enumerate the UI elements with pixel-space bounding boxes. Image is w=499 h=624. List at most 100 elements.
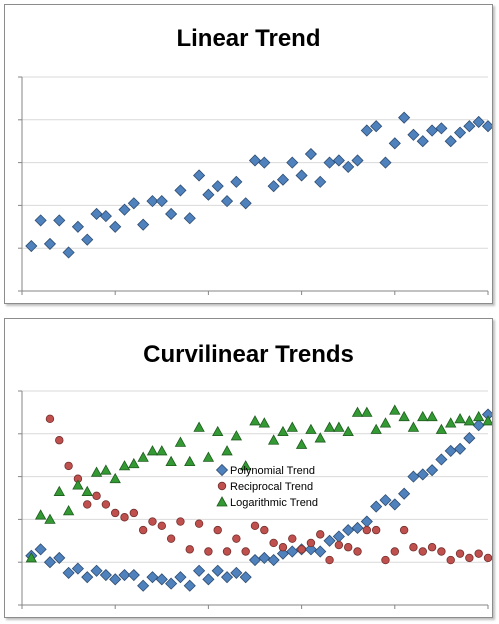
- data-point: [165, 455, 177, 467]
- data-point: [211, 564, 224, 577]
- data-point: [258, 417, 270, 428]
- data-point: [92, 491, 101, 501]
- data-point: [351, 521, 364, 535]
- data-point: [437, 547, 446, 556]
- data-point: [71, 562, 84, 575]
- data-point: [398, 487, 411, 500]
- data-point: [444, 444, 457, 457]
- chart-legend: Polynomial Trend Reciprocal Trend Logarith…: [215, 463, 318, 509]
- data-point: [258, 156, 271, 169]
- legend-label: Reciprocal Trend: [230, 481, 313, 493]
- data-point: [360, 124, 373, 137]
- data-point: [286, 156, 299, 169]
- data-point: [204, 547, 213, 556]
- data-point: [230, 430, 243, 441]
- data-point: [165, 577, 178, 590]
- data-point: [55, 436, 64, 445]
- data-point: [418, 547, 427, 556]
- data-point: [314, 432, 326, 443]
- data-point: [482, 415, 492, 426]
- data-point: [193, 564, 206, 577]
- data-point: [221, 445, 233, 456]
- data-point: [146, 445, 159, 456]
- curvilinear-chart-title: Curvilinear Trends: [143, 341, 354, 368]
- data-point: [45, 414, 55, 424]
- data-point: [398, 111, 411, 124]
- data-point: [323, 534, 336, 547]
- data-point: [146, 195, 159, 208]
- data-point: [155, 573, 168, 586]
- data-point: [351, 154, 364, 167]
- data-point: [62, 246, 75, 259]
- data-point: [90, 466, 103, 477]
- data-point: [184, 455, 196, 467]
- data-point: [360, 515, 373, 528]
- data-point: [388, 498, 401, 511]
- data-point: [137, 218, 150, 231]
- data-point: [483, 553, 492, 563]
- data-point: [239, 197, 252, 210]
- data-point: [43, 237, 57, 250]
- data-point: [118, 460, 131, 471]
- legend-marker: [216, 496, 228, 507]
- data-point: [370, 120, 383, 133]
- data-point: [332, 154, 345, 167]
- data-point: [165, 207, 178, 221]
- data-point: [260, 525, 269, 535]
- data-point: [155, 195, 168, 208]
- data-point: [297, 545, 306, 554]
- data-point: [53, 485, 65, 496]
- data-point: [371, 525, 381, 535]
- data-point: [25, 239, 38, 253]
- data-point: [34, 214, 47, 227]
- data-point: [288, 534, 297, 543]
- data-point: [409, 543, 418, 552]
- data-point: [220, 571, 234, 584]
- data-point: [249, 415, 261, 426]
- data-point: [183, 212, 196, 225]
- data-point: [166, 534, 176, 543]
- data-point: [81, 233, 94, 246]
- data-point: [62, 505, 75, 516]
- data-point: [379, 156, 392, 169]
- data-point: [267, 180, 280, 193]
- data-point: [379, 417, 392, 428]
- data-point: [183, 579, 196, 592]
- data-point: [202, 573, 215, 586]
- data-point: [278, 543, 288, 552]
- data-point: [295, 438, 308, 449]
- data-point: [416, 135, 429, 148]
- data-point: [435, 453, 448, 466]
- data-point: [277, 425, 289, 437]
- data-point: [138, 525, 148, 535]
- data-point: [202, 188, 215, 201]
- data-point: [137, 451, 149, 462]
- data-point: [258, 551, 271, 564]
- data-point: [157, 521, 166, 531]
- data-point: [361, 406, 373, 417]
- data-point: [230, 566, 243, 579]
- data-point: [481, 120, 492, 133]
- data-point: [148, 517, 157, 526]
- data-point: [444, 135, 457, 148]
- data-point: [454, 412, 466, 424]
- data-point: [211, 180, 224, 193]
- data-point: [146, 571, 159, 584]
- data-point: [81, 485, 93, 496]
- data-point: [240, 460, 252, 471]
- data-point: [213, 525, 222, 535]
- data-point: [370, 500, 383, 513]
- data-point: [118, 568, 131, 582]
- data-point: [342, 524, 355, 537]
- data-point: [435, 122, 448, 135]
- data-point: [333, 421, 345, 432]
- data-point: [381, 555, 390, 565]
- legend-marker: [215, 463, 229, 477]
- data-point: [109, 220, 122, 233]
- linear-plot-area: [18, 76, 492, 295]
- data-point: [174, 184, 187, 197]
- data-point: [472, 115, 485, 129]
- data-point: [239, 571, 252, 584]
- data-point: [304, 147, 317, 161]
- data-point: [334, 540, 344, 550]
